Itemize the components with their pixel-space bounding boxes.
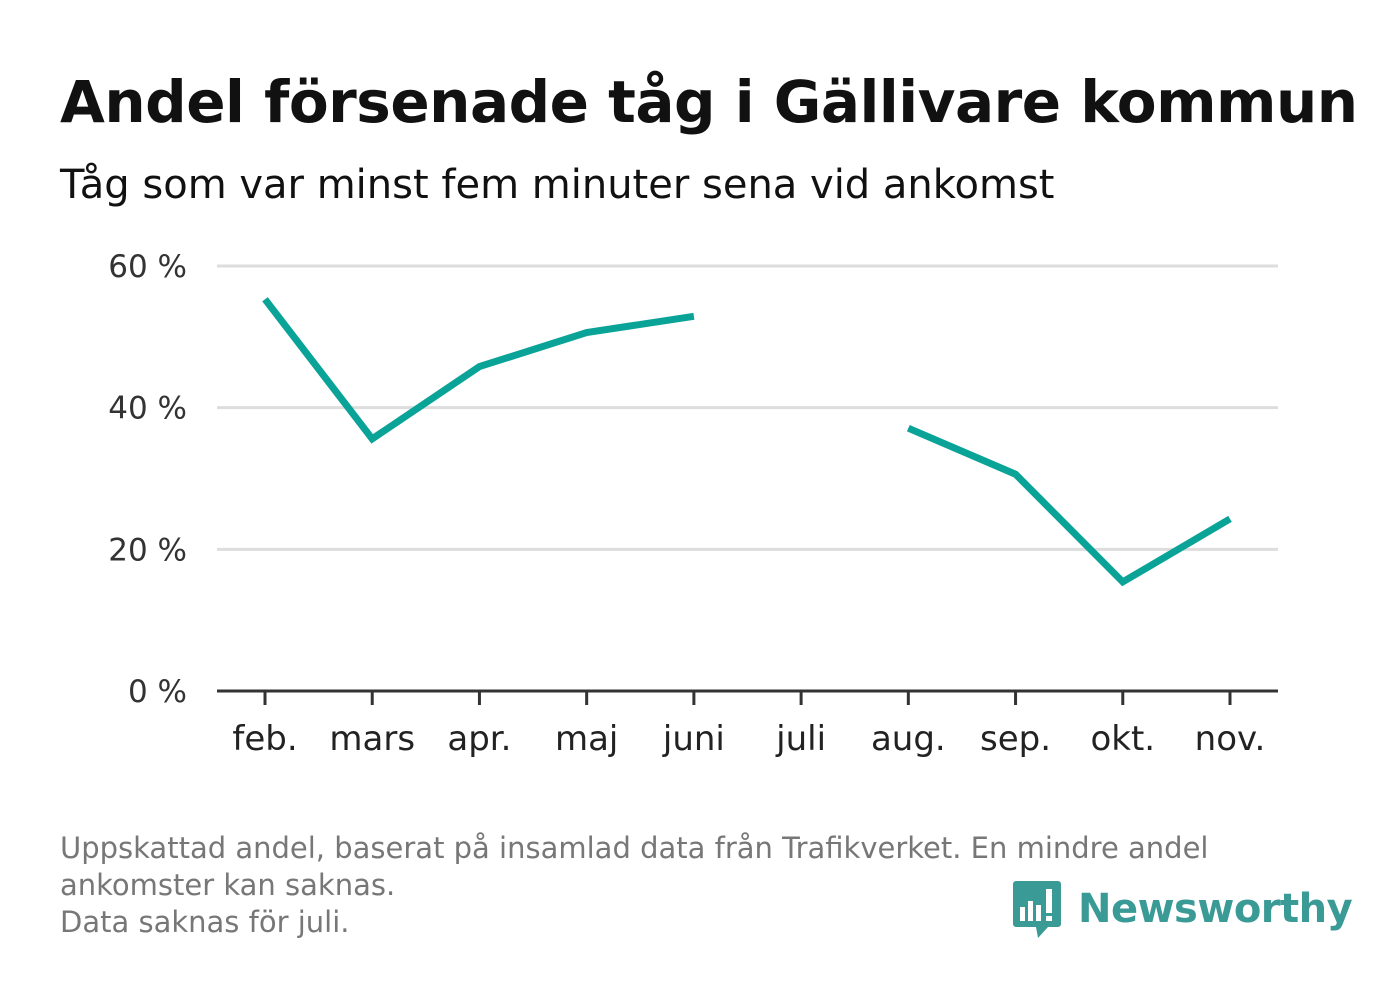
x-tick-label: apr.: [447, 719, 511, 759]
x-tick-label: nov.: [1195, 719, 1266, 759]
y-tick-label: 0 %: [128, 674, 187, 710]
brand-name: Newsworthy: [1078, 886, 1353, 932]
data-point: [265, 299, 266, 300]
x-axis: [217, 689, 1278, 705]
data-point: [1015, 474, 1016, 475]
data-point: [586, 332, 587, 333]
data-point: [372, 438, 373, 439]
series-line-segment: [906, 424, 1232, 587]
x-tick-label: maj: [555, 719, 618, 759]
data-point: [479, 366, 480, 367]
chart-title: Andel försenade tåg i Gällivare kommun: [60, 68, 1358, 136]
data-series: [262, 297, 1232, 587]
brand-logo: Newsworthy: [1012, 877, 1353, 941]
x-tick-label: feb.: [232, 719, 297, 759]
y-tick-label: 40 %: [108, 391, 187, 427]
data-point: [693, 316, 694, 317]
footnote: Uppskattad andel, baserat på insamlad da…: [60, 830, 1320, 941]
x-tick-label: juli: [775, 719, 826, 759]
y-tick-label: 60 %: [108, 249, 187, 285]
x-axis-ticks: feb. mars apr. maj juni juli aug. sep. okt. nov.: [232, 719, 1265, 759]
x-tick-label: mars: [329, 719, 415, 759]
x-tick-label: aug.: [871, 719, 946, 759]
footnote-line: Data saknas för juli.: [60, 905, 350, 939]
gridlines: [217, 264, 1278, 551]
newsworthy-logo-icon: [1013, 881, 1061, 938]
footnote-line: ankomster kan saknas.: [60, 868, 396, 902]
x-tick-label: sep.: [980, 719, 1051, 759]
footnote-line: Uppskattad andel, baserat på insamlad da…: [60, 831, 1209, 865]
data-point: [1122, 581, 1123, 582]
series-line-segment: [262, 297, 695, 444]
x-tick-label: okt.: [1090, 719, 1155, 759]
data-point: [908, 428, 909, 429]
x-tick-label: juni: [662, 719, 725, 759]
y-axis-ticks: 0 % 20 % 40 % 60 %: [108, 249, 187, 710]
y-tick-label: 20 %: [108, 532, 187, 568]
chart-subtitle: Tåg som var minst fem minuter sena vid a…: [60, 162, 1055, 208]
data-point: [1230, 518, 1231, 519]
